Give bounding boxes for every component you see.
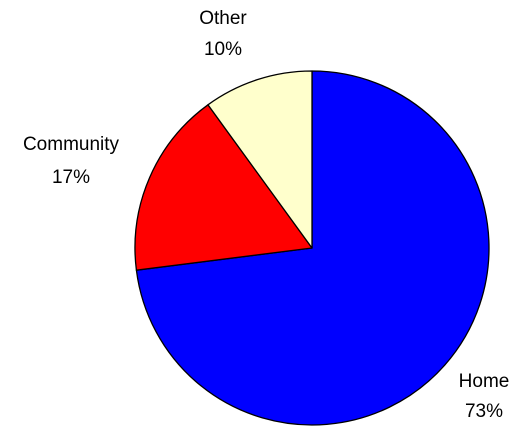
- slice-label-other-category: Other: [199, 8, 247, 29]
- slice-label-home-percent: 73%: [465, 401, 503, 422]
- pie-slice-other: [207, 70, 313, 249]
- slice-label-other-percent: 10%: [204, 39, 242, 60]
- slice-label-community-category: Community: [23, 134, 120, 155]
- pie-slice-home: [135, 70, 490, 426]
- pie-slice-community: [134, 104, 313, 271]
- slice-label-home-category: Home: [459, 371, 510, 392]
- slice-label-community-percent: 17%: [52, 167, 90, 188]
- pie-labels: Other 10% Community 17% Home 73%: [23, 8, 509, 422]
- pie-slices: [134, 70, 490, 426]
